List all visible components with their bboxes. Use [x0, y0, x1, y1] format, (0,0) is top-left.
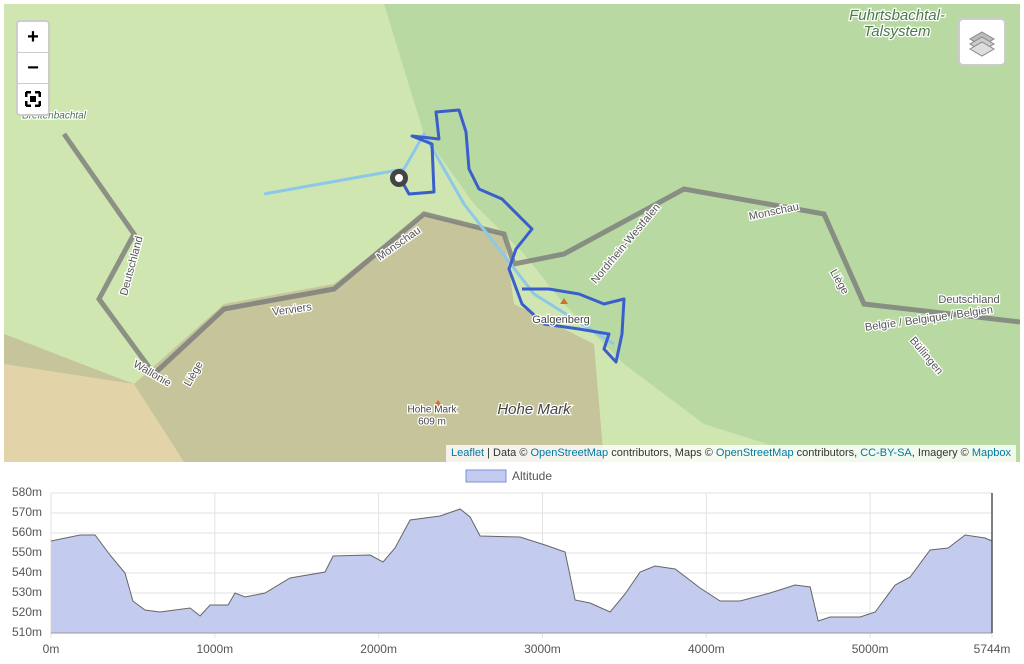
y-tick-label: 570m: [12, 505, 42, 519]
y-tick-label: 550m: [12, 545, 42, 559]
attribution-link[interactable]: OpenStreetMap: [530, 447, 609, 459]
altitude-line: [50, 508, 993, 622]
river: [263, 130, 615, 346]
belgian-area: [4, 214, 604, 462]
attribution: Leaflet | Data © OpenStreetMap contribut…: [446, 445, 1016, 462]
zoom-out-button[interactable]: −: [18, 53, 48, 84]
border: [61, 132, 1020, 378]
map-label: Galgenberg: [532, 314, 590, 326]
y-tick-label: 520m: [12, 605, 42, 619]
attribution-link[interactable]: OpenStreetMap: [715, 447, 794, 459]
forest: [384, 4, 1020, 462]
zoom-in-button[interactable]: +: [18, 22, 48, 53]
legend-swatch: [465, 469, 507, 483]
y-tick-label: 530m: [12, 585, 42, 599]
y-tick-label: 540m: [12, 565, 42, 579]
x-tick-label: 5000m: [852, 642, 889, 656]
x-tick-label: 1000m: [196, 642, 233, 656]
legend-label: Altitude: [512, 469, 552, 483]
map-label: Talsystem: [864, 23, 931, 40]
layers-icon: [969, 31, 995, 57]
map-label: Fuhrtsbachtal-: [849, 7, 945, 24]
attribution-link[interactable]: Leaflet: [451, 447, 485, 459]
map-label: Deutschland: [938, 294, 999, 306]
elevation-chart: 510m 520m 530m 540m 550m 560m 570m 580m 0m 1000m 2…: [12, 469, 1011, 656]
map-label: Hohe Mark: [497, 401, 572, 418]
map-label: Hohe Mark: [408, 405, 458, 416]
y-tick-label: 560m: [12, 525, 42, 539]
peak-icon: [434, 400, 442, 406]
attribution-link[interactable]: Mapbox: [971, 447, 1011, 459]
x-tick-label: 0m: [43, 642, 60, 656]
layers-button[interactable]: [958, 18, 1006, 66]
fullscreen-icon: [24, 90, 42, 108]
attribution-link[interactable]: CC-BY-SA: [860, 447, 912, 459]
sand-area: [4, 364, 184, 462]
attribution-text: contributors, Maps ©: [608, 447, 716, 459]
peak-icon: [560, 298, 568, 304]
x-tick-label: 3000m: [524, 642, 561, 656]
y-tick-label: 510m: [12, 625, 42, 639]
x-tick-label: 4000m: [688, 642, 725, 656]
route: [397, 108, 626, 364]
zoom-control: + −: [16, 20, 50, 116]
attribution-text: contributors,: [793, 447, 861, 459]
map-label: 609 m: [418, 417, 446, 428]
x-tick-label: 2000m: [360, 642, 397, 656]
y-tick-label: 580m: [12, 485, 42, 499]
map[interactable]: Fuhrtsbachtal-TalsystemBreitenbachtalDeu…: [4, 4, 1020, 462]
area-fill: [51, 509, 992, 633]
attribution-text: , Imagery ©: [911, 447, 972, 459]
fullscreen-button[interactable]: [18, 84, 48, 114]
x-tick-label: 5744m: [974, 642, 1011, 656]
attribution-text: | Data ©: [484, 447, 531, 459]
route-start-center: [395, 174, 403, 182]
